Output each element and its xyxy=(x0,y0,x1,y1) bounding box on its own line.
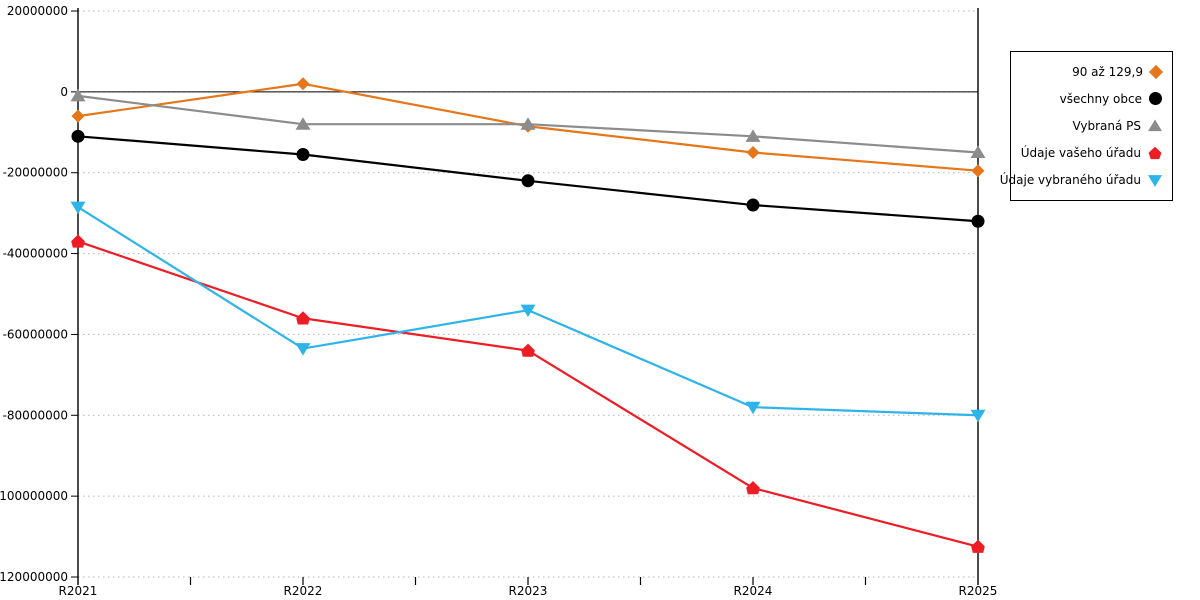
legend-item: Údaje vašeho úřadu xyxy=(1017,140,1162,166)
data-point xyxy=(295,117,311,130)
y-axis-label: -120000000 xyxy=(0,570,68,584)
legend-label: 90 až 129,9 xyxy=(1072,64,1143,79)
legend-item: 90 až 129,9 xyxy=(1017,59,1164,85)
y-axis-label: -80000000 xyxy=(3,408,68,422)
data-point xyxy=(296,148,310,162)
legend-item: Údaje vybraného úřadu xyxy=(1000,167,1162,193)
series-line-3 xyxy=(77,240,979,548)
data-point xyxy=(71,129,85,143)
data-point xyxy=(971,539,985,553)
x-axis-label: R2021 xyxy=(59,584,98,598)
data-point xyxy=(521,343,535,357)
y-axis-label: -60000000 xyxy=(3,327,68,341)
x-axis-label: R2025 xyxy=(959,584,998,598)
y-axis-label: -100000000 xyxy=(0,489,68,503)
data-point xyxy=(71,109,85,123)
legend-item: Vybraná PS xyxy=(1017,113,1162,139)
data-point xyxy=(745,129,761,142)
legend-diamond-icon xyxy=(1148,64,1164,79)
y-axis-label: 20000000 xyxy=(7,4,68,18)
data-point xyxy=(296,77,310,91)
data-point xyxy=(971,214,985,228)
legend-pentagon-icon xyxy=(1148,146,1162,160)
legend-label: Údaje vybraného úřadu xyxy=(999,173,1141,188)
y-axis-label: 0 xyxy=(60,85,68,99)
data-point xyxy=(295,343,311,356)
data-point xyxy=(970,409,986,423)
data-point xyxy=(521,174,535,188)
y-axis-label: -40000000 xyxy=(3,247,68,261)
data-point xyxy=(746,198,760,212)
legend-label: Vybraná PS xyxy=(1072,118,1141,133)
data-point xyxy=(71,234,85,248)
legend-triangle-up-icon xyxy=(1148,119,1162,132)
data-point xyxy=(745,401,761,415)
chart-legend: 90 až 129,9 všechny obce Vybraná PS Údaj… xyxy=(1000,51,1173,201)
y-axis-label: -20000000 xyxy=(3,166,68,180)
x-axis-label: R2024 xyxy=(734,584,773,598)
data-point xyxy=(520,117,536,130)
data-point xyxy=(296,311,310,325)
legend-item: všechny obce xyxy=(1017,86,1162,112)
legend-label: Údaje vašeho úřadu xyxy=(1020,146,1141,161)
data-point xyxy=(520,304,536,318)
data-point xyxy=(70,88,86,102)
x-axis-label: R2022 xyxy=(284,584,323,598)
legend-circle-icon xyxy=(1149,92,1162,106)
data-point xyxy=(70,201,86,215)
data-point xyxy=(971,164,985,178)
data-point xyxy=(746,146,760,159)
legend-triangle-down-icon xyxy=(1148,175,1162,187)
data-point xyxy=(970,145,986,158)
legend-label: všechny obce xyxy=(1059,91,1142,106)
x-axis-label: R2023 xyxy=(509,584,548,598)
data-point xyxy=(746,481,760,495)
